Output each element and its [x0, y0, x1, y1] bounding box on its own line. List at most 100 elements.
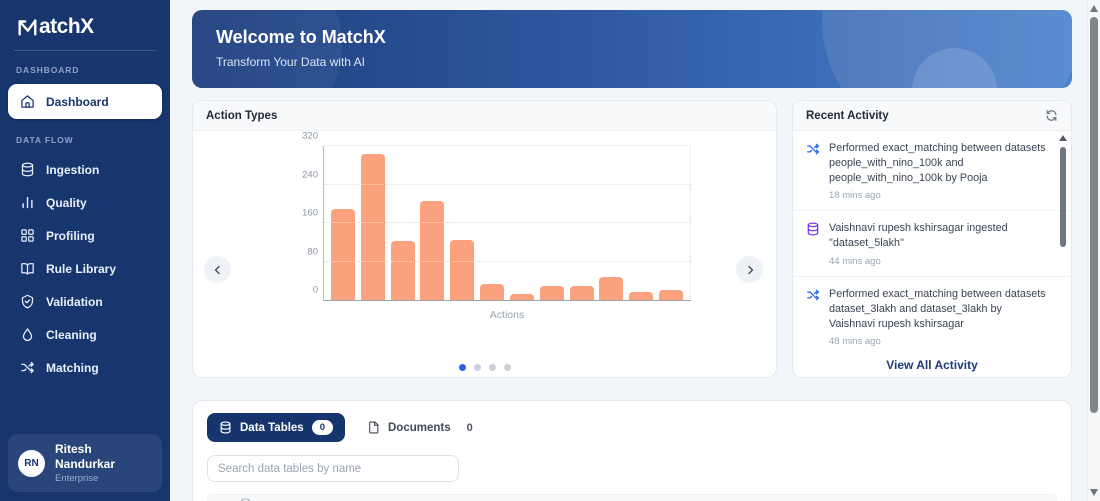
section-label-dataflow: DATA FLOW: [16, 135, 74, 145]
logo-m-icon: [16, 16, 39, 38]
page-scrollbar[interactable]: [1087, 0, 1100, 501]
bar-plot: 0 80 160 240 320: [302, 131, 691, 301]
banner-decoration-circle: [822, 10, 1072, 88]
carousel-next-button[interactable]: [736, 256, 763, 283]
droplet-icon: [20, 327, 35, 342]
sidebar-item-cleaning[interactable]: Cleaning: [8, 319, 162, 350]
sidebar-item-label: Validation: [46, 294, 103, 309]
activity-item[interactable]: Performed exact_matching between dataset…: [793, 277, 1071, 349]
bar: [331, 208, 355, 300]
view-all-activity-link[interactable]: View All Activity: [886, 358, 978, 372]
bar: [569, 285, 594, 300]
database-icon: [240, 498, 251, 501]
tab-label: Documents: [388, 421, 451, 434]
gridline: [324, 260, 690, 262]
shield-check-icon: [20, 294, 35, 309]
bar: [629, 292, 654, 300]
recent-activity-header: Recent Activity: [793, 101, 1071, 131]
tabs-row: Data Tables 0 Documents 0: [207, 413, 1057, 442]
tab-data-tables[interactable]: Data Tables 0: [207, 413, 345, 442]
activity-body: Performed exact_matching between dataset…: [829, 287, 1047, 347]
y-axis-tick-label: 160: [302, 207, 318, 219]
scroll-down-arrow[interactable]: [1090, 489, 1098, 496]
banner-title: Welcome to MatchX: [216, 27, 386, 47]
documents-count: 0: [466, 421, 473, 434]
carousel-dot[interactable]: [503, 364, 511, 371]
action-types-title: Action Types: [206, 109, 278, 122]
home-icon: [20, 94, 35, 109]
sidebar-item-label: Quality: [46, 195, 87, 210]
action-types-card: Action Types 0 80 160 240 320 Actions: [192, 100, 777, 378]
sidebar-item-label: Profiling: [46, 228, 95, 243]
bar: [450, 240, 475, 300]
carousel-dot[interactable]: [488, 364, 496, 371]
banner-decoration-circle: [192, 10, 342, 88]
bar-chart-icon: [20, 195, 35, 210]
y-axis-tick-label: 0: [312, 284, 318, 296]
bar: [658, 289, 683, 300]
recent-activity-title: Recent Activity: [806, 109, 889, 122]
chevron-left-icon: [212, 264, 224, 276]
y-axis-tick-label: 80: [307, 246, 318, 257]
x-axis-label: Actions: [489, 309, 525, 321]
bar: [390, 241, 415, 300]
user-avatar: RN: [18, 449, 45, 477]
scroll-up-arrow[interactable]: [1090, 5, 1098, 12]
section-label-dashboard: DASHBOARD: [16, 65, 80, 75]
activity-item[interactable]: Vaishnavi rupesh kshirsagar ingested "da…: [793, 211, 1071, 277]
refresh-icon: [1045, 109, 1058, 122]
data-tables-panel: Data Tables 0 Documents 0: [192, 400, 1072, 501]
tab-label: Data Tables: [240, 421, 304, 434]
carousel-dots: [193, 364, 776, 371]
app-logo[interactable]: atchX: [0, 0, 170, 50]
y-axis-tick-label: 320: [302, 130, 318, 142]
carousel-prev-button[interactable]: [204, 256, 231, 283]
action-types-chart: 0 80 160 240 320 Actions: [193, 131, 776, 377]
document-icon: [367, 421, 380, 434]
bar: [360, 154, 385, 300]
sidebar-item-dashboard[interactable]: Dashboard: [8, 84, 162, 119]
activity-scrollbar-thumb[interactable]: [1060, 147, 1066, 247]
sidebar-item-profiling[interactable]: Profiling: [8, 220, 162, 251]
activity-body: Vaishnavi rupesh kshirsagar ingested "da…: [829, 221, 1047, 266]
sidebar-item-matching[interactable]: Matching: [8, 352, 162, 383]
scroll-up-arrow[interactable]: [1059, 135, 1067, 141]
activity-item[interactable]: Performed exact_matching between dataset…: [793, 131, 1071, 212]
user-name: Ritesh Nandurkar: [55, 442, 116, 471]
carousel-dot[interactable]: [473, 364, 481, 371]
activity-body: Performed exact_matching between dataset…: [829, 141, 1047, 201]
bar: [539, 285, 564, 300]
shuffle-icon: [20, 360, 35, 375]
bar: [509, 294, 534, 300]
table-header-row: [207, 494, 1057, 501]
gridline: [324, 183, 690, 185]
user-plan: Enterprise: [55, 473, 99, 484]
sidebar-item-validation[interactable]: Validation: [8, 286, 162, 317]
recent-activity-card: Recent Activity Performed exact_matching…: [792, 100, 1072, 378]
grid-icon: [20, 228, 35, 243]
carousel-dot[interactable]: [458, 364, 466, 371]
shuffle-icon: [806, 288, 820, 347]
sidebar-divider: [14, 50, 156, 51]
sidebar-item-quality[interactable]: Quality: [8, 187, 162, 218]
sidebar-item-label: Dashboard: [46, 94, 109, 109]
sidebar-item-ingestion[interactable]: Ingestion: [8, 154, 162, 185]
shuffle-icon: [806, 142, 820, 201]
search-input[interactable]: [207, 455, 459, 482]
activity-time: 44 mins ago: [829, 255, 881, 267]
activity-time: 18 mins ago: [829, 190, 881, 202]
tab-documents[interactable]: Documents 0: [367, 421, 473, 434]
sidebar-item-rule-library[interactable]: Rule Library: [8, 253, 162, 284]
user-profile-card[interactable]: RN Ritesh Nandurkar Enterprise: [8, 434, 162, 492]
sidebar-item-label: Cleaning: [46, 327, 97, 342]
page-scrollbar-thumb[interactable]: [1090, 17, 1098, 413]
chevron-right-icon: [744, 264, 756, 276]
activity-scrollbar[interactable]: [1059, 135, 1067, 345]
sidebar: atchX DASHBOARD Dashboard DATA FLOW Inge…: [0, 0, 170, 501]
y-axis-tick-label: 240: [302, 169, 318, 180]
refresh-button[interactable]: [1045, 109, 1058, 122]
logo-text: atchX: [39, 15, 94, 38]
activity-text: Vaishnavi rupesh kshirsagar ingested "da…: [829, 222, 1008, 250]
welcome-banner: Welcome to MatchX Transform Your Data wi…: [192, 10, 1072, 88]
